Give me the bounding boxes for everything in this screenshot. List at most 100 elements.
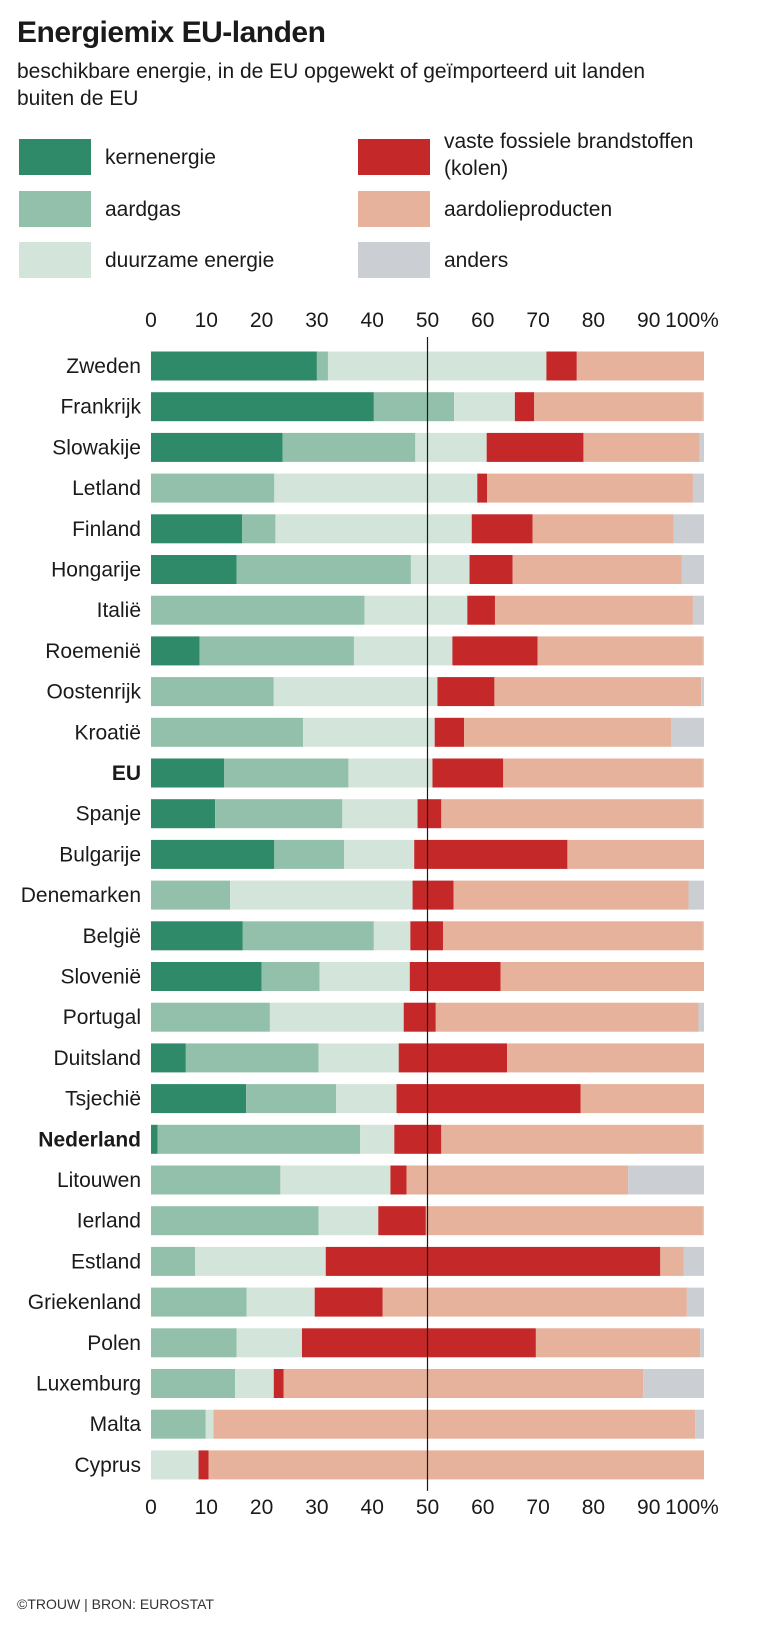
bar-row-nederland [151, 1124, 704, 1154]
bar-segment-slowakije-duur [415, 432, 487, 462]
bar-segment-luxemburg-duur [235, 1369, 274, 1398]
bar-segment-eu-gas [224, 758, 349, 788]
bar-segment-frankrijk-kern [151, 392, 374, 422]
bar-segment-spanje-duur [342, 799, 418, 829]
bar-segment-italie-duur [364, 595, 468, 625]
bar-segment-portugal-olie [435, 1002, 699, 1032]
bottom-tick-4: 40 [361, 1496, 384, 1519]
bar-segment-malta-anders [695, 1409, 704, 1439]
bar-segment-slovenie-gas [261, 962, 320, 991]
bar-segment-oostenrijk-duur [273, 677, 438, 707]
bar-segment-denemarken-duur [230, 880, 413, 910]
bar-segment-tsjechie-duur [336, 1084, 397, 1114]
bar-segment-slowakije-kolen [486, 432, 584, 462]
top-tick-1: 10 [195, 310, 218, 332]
legend-label-kernenergie: kernenergie [105, 145, 216, 169]
bar-row-slovenie [151, 962, 704, 991]
bar-segment-zweden-olie [576, 351, 704, 381]
bar-segment-italie-olie [494, 595, 693, 625]
legend-label-kolen: vaste fossiele brandstoffen (kolen) [444, 130, 694, 180]
bar-segment-cyprus-olie [208, 1450, 704, 1480]
bar-row-eu [151, 758, 704, 788]
legend-label-anders: anders [444, 248, 509, 272]
top-tick-4: 40 [361, 310, 384, 332]
bottom-tick-7: 70 [526, 1496, 549, 1519]
bar-segment-belgie-olie [442, 921, 703, 951]
legend-swatch-kolen [358, 139, 430, 175]
bar-segment-hongarije-gas [236, 555, 411, 584]
country-label-bulgarije: Bulgarije [59, 843, 141, 866]
bar-segment-slovenie-olie [500, 962, 704, 991]
bar-segment-letland-duur [274, 473, 478, 503]
bar-segment-tsjechie-kern [151, 1084, 247, 1114]
country-label-letland: Letland [72, 477, 141, 500]
country-label-cyprus: Cyprus [74, 1454, 141, 1477]
legend-item-anders: anders [358, 242, 508, 278]
bar-segment-luxemburg-anders [643, 1369, 704, 1398]
country-label-finland: Finland [72, 518, 141, 541]
bar-segment-cyprus-duur [151, 1450, 199, 1480]
chart-title: Energiemix EU-landen [17, 16, 326, 49]
bar-segment-italie-kolen [467, 595, 495, 625]
bar-segment-cyprus-kolen [198, 1450, 209, 1480]
bar-row-letland [151, 473, 704, 503]
bar-segment-malta-olie [213, 1409, 696, 1439]
bar-segment-spanje-kolen [417, 799, 442, 829]
bar-segment-letland-anders [692, 473, 704, 503]
top-axis-ticks: 0 10 20 30 40 50 60 70 80 90 100% [145, 310, 719, 332]
country-label-duitsland: Duitsland [53, 1047, 141, 1070]
country-label-belgie: België [83, 925, 141, 948]
country-label-malta: Malta [90, 1413, 142, 1436]
bar-segment-belgie-kolen [410, 921, 443, 951]
bar-segment-belgie-kern [151, 921, 243, 951]
bar-row-finland [151, 514, 704, 544]
bar-segment-belgie-anders [702, 921, 704, 951]
bar-segment-duitsland-kern [151, 1043, 186, 1073]
bar-segment-eu-olie [503, 758, 703, 788]
bar-row-hongarije [151, 555, 704, 584]
bar-segment-belgie-gas [242, 921, 374, 951]
bar-segment-litouwen-kolen [390, 1165, 407, 1195]
bar-row-cyprus [151, 1450, 704, 1480]
top-tick-3: 30 [305, 310, 328, 332]
bar-segment-zweden-duur [327, 351, 547, 381]
bar-segment-roemenie-gas [199, 636, 354, 666]
bar-segment-hongarije-olie [512, 555, 682, 584]
bar-segment-roemenie-anders [702, 636, 704, 666]
bar-segment-kroatie-duur [303, 717, 435, 747]
legend-item-kernenergie: kernenergie [19, 139, 216, 175]
bar-row-litouwen [151, 1165, 704, 1195]
bottom-tick-9: 90 [637, 1496, 660, 1519]
country-label-denemarken: Denemarken [21, 884, 141, 907]
bar-segment-roemenie-kern [151, 636, 200, 666]
country-label-spanje: Spanje [76, 803, 141, 826]
top-tick-8: 80 [582, 310, 605, 332]
legend-label-aardgas: aardgas [105, 197, 181, 221]
bar-segment-spanje-anders [702, 799, 704, 829]
bar-segment-portugal-duur [269, 1002, 404, 1032]
legend-swatch-duurzame-energie [19, 242, 91, 278]
country-label-polen: Polen [87, 1332, 141, 1355]
country-label-frankrijk: Frankrijk [60, 396, 141, 419]
bar-row-kroatie [151, 717, 704, 747]
bar-segment-letland-olie [487, 473, 693, 503]
bottom-tick-1: 10 [195, 1496, 218, 1519]
bar-segment-zweden-kern [151, 351, 317, 381]
bar-segment-slowakije-gas [282, 432, 416, 462]
bottom-tick-0: 0 [145, 1496, 157, 1519]
bar-row-estland [151, 1246, 704, 1276]
bar-segment-finland-anders [673, 514, 704, 544]
bar-segment-roemenie-olie [537, 636, 703, 666]
bars [151, 351, 704, 1480]
bar-row-polen [151, 1328, 704, 1358]
bar-row-belgie [151, 921, 704, 951]
bar-segment-griekenland-anders [686, 1287, 704, 1317]
bar-segment-duitsland-kolen [398, 1043, 508, 1073]
bar-segment-eu-kolen [432, 758, 504, 788]
bar-segment-luxemburg-olie [283, 1369, 644, 1398]
bar-segment-eu-duur [348, 758, 433, 788]
bar-row-italie [151, 595, 704, 625]
country-label-slovenie: Slovenië [60, 966, 141, 989]
country-label-portugal: Portugal [63, 1006, 141, 1029]
bar-segment-polen-gas [151, 1328, 237, 1358]
